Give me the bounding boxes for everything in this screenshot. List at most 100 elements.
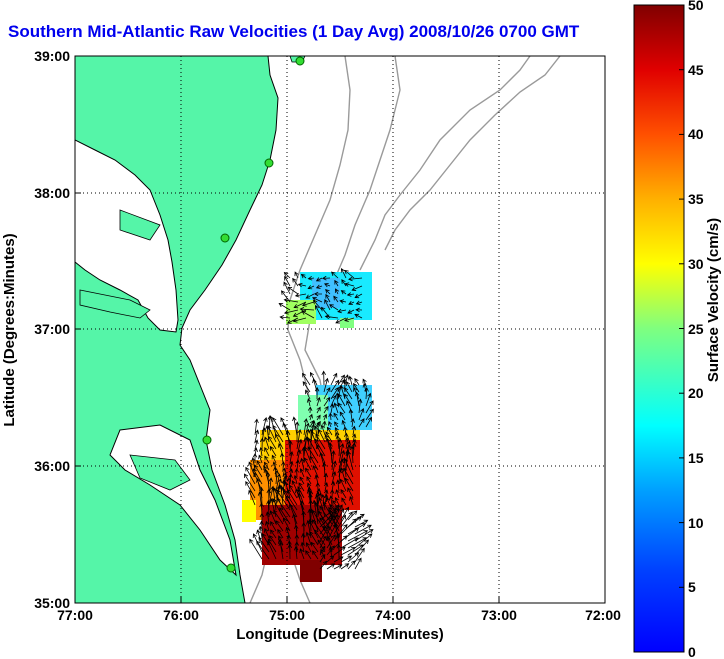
- velocity-arrow: [354, 391, 360, 407]
- colorbar-tick-label: 50: [688, 0, 704, 13]
- velocity-arrow: [314, 438, 326, 457]
- velocity-arrow: [354, 293, 363, 299]
- velocity-arrow: [312, 465, 319, 478]
- velocity-arrow: [252, 468, 263, 485]
- velocity-arrow: [347, 487, 354, 499]
- velocity-arrow: [321, 275, 331, 281]
- velocity-arrow: [334, 279, 339, 287]
- velocity-arrow: [265, 520, 270, 532]
- velocity-arrow: [319, 545, 326, 556]
- velocity-arrow: [329, 489, 335, 499]
- velocity-arrow: [264, 527, 270, 539]
- velocity-arrow: [337, 402, 346, 414]
- velocity-arrow: [354, 313, 363, 319]
- velocity-arrow: [292, 277, 299, 287]
- velocity-arrow: [288, 473, 293, 485]
- velocity-arrow: [365, 400, 374, 414]
- velocity-arrow: [299, 476, 305, 485]
- velocity-arrow: [294, 541, 300, 553]
- velocity-arrow: [351, 433, 357, 443]
- velocity-arrow: [334, 426, 340, 436]
- velocity-arrow: [267, 540, 277, 560]
- y-tick-label: 37:00: [34, 321, 70, 337]
- velocity-arrow: [333, 523, 348, 542]
- velocity-arrow: [335, 489, 340, 499]
- velocity-arrow: [315, 284, 323, 289]
- y-tick-label: 35:00: [34, 595, 70, 611]
- velocity-arrow: [331, 471, 337, 485]
- velocity-arrow: [314, 386, 320, 400]
- velocity-arrow: [346, 450, 354, 471]
- velocity-arrow: [243, 473, 256, 492]
- velocity-arrow: [315, 482, 321, 492]
- velocity-arrow: [333, 556, 344, 563]
- velocity-arrow: [323, 377, 329, 393]
- velocity-arrow: [296, 428, 302, 450]
- velocity-arrow: [292, 317, 307, 323]
- velocity-arrow: [294, 421, 300, 443]
- velocity-arrow: [334, 288, 339, 295]
- velocity-arrow: [265, 511, 271, 525]
- velocity-arrow: [302, 372, 311, 386]
- velocity-arrow: [285, 430, 291, 450]
- velocity-arrow: [294, 271, 299, 279]
- velocity-arrow: [266, 488, 272, 511]
- velocity-arrow: [283, 271, 291, 279]
- radar-site-marker: [226, 563, 236, 573]
- velocity-arrow: [254, 439, 259, 450]
- velocity-arrow: [365, 408, 374, 421]
- velocity-arrow: [277, 528, 284, 539]
- velocity-arrow: [328, 495, 334, 506]
- velocity-arrow: [333, 535, 348, 549]
- velocity-arrow: [354, 533, 373, 549]
- colorbar-tick-label: 10: [688, 515, 704, 531]
- velocity-arrow: [279, 507, 291, 525]
- velocity-arrow: [346, 400, 353, 414]
- velocity-arrow: [273, 509, 284, 525]
- radar-sites: [202, 56, 305, 573]
- velocity-arrow: [344, 269, 355, 279]
- velocity-arrow: [323, 387, 331, 400]
- colorbar-tick-label: 45: [688, 62, 704, 78]
- velocity-arrow: [309, 371, 318, 386]
- velocity-arrow: [349, 445, 355, 464]
- velocity-arrow: [329, 304, 339, 311]
- x-tick-label: 77:00: [57, 607, 93, 623]
- velocity-arrow: [289, 484, 298, 499]
- velocity-arrow: [294, 468, 299, 478]
- velocity-arrow: [343, 467, 354, 485]
- velocity-arrow: [264, 455, 270, 464]
- velocity-arrow: [346, 292, 355, 297]
- velocity-arrow: [284, 275, 291, 287]
- velocity-arrow: [308, 437, 319, 457]
- velocity-arrow: [279, 452, 285, 464]
- velocity-arrow: [355, 307, 363, 313]
- velocity-arrow: [344, 458, 354, 478]
- velocity-arrow: [348, 375, 353, 386]
- velocity-arrow: [325, 431, 333, 443]
- velocity-arrow: [300, 541, 305, 553]
- velocity-arrow: [344, 387, 353, 400]
- velocity-arrow: [319, 553, 326, 563]
- velocity-arrow: [354, 529, 374, 542]
- radar-site-marker: [220, 233, 230, 243]
- velocity-arrow: [354, 378, 360, 386]
- velocity-arrow: [362, 382, 368, 393]
- velocity-arrow: [313, 425, 319, 443]
- velocity-arrow: [261, 417, 268, 436]
- velocity-arrow: [256, 460, 263, 471]
- velocity-arrow: [316, 396, 321, 407]
- velocity-arrow: [340, 547, 356, 556]
- velocity-arrow: [315, 491, 321, 511]
- velocity-arrow: [288, 440, 293, 457]
- x-tick-label: 75:00: [269, 607, 305, 623]
- velocity-arrow: [308, 413, 313, 421]
- velocity-arrow: [340, 518, 357, 535]
- velocity-arrow: [303, 436, 309, 457]
- tick-marks: [74, 55, 606, 604]
- velocity-arrow: [256, 540, 270, 560]
- velocity-arrow: [311, 519, 326, 539]
- velocity-arrow: [303, 418, 309, 436]
- velocity-arrow: [340, 267, 347, 279]
